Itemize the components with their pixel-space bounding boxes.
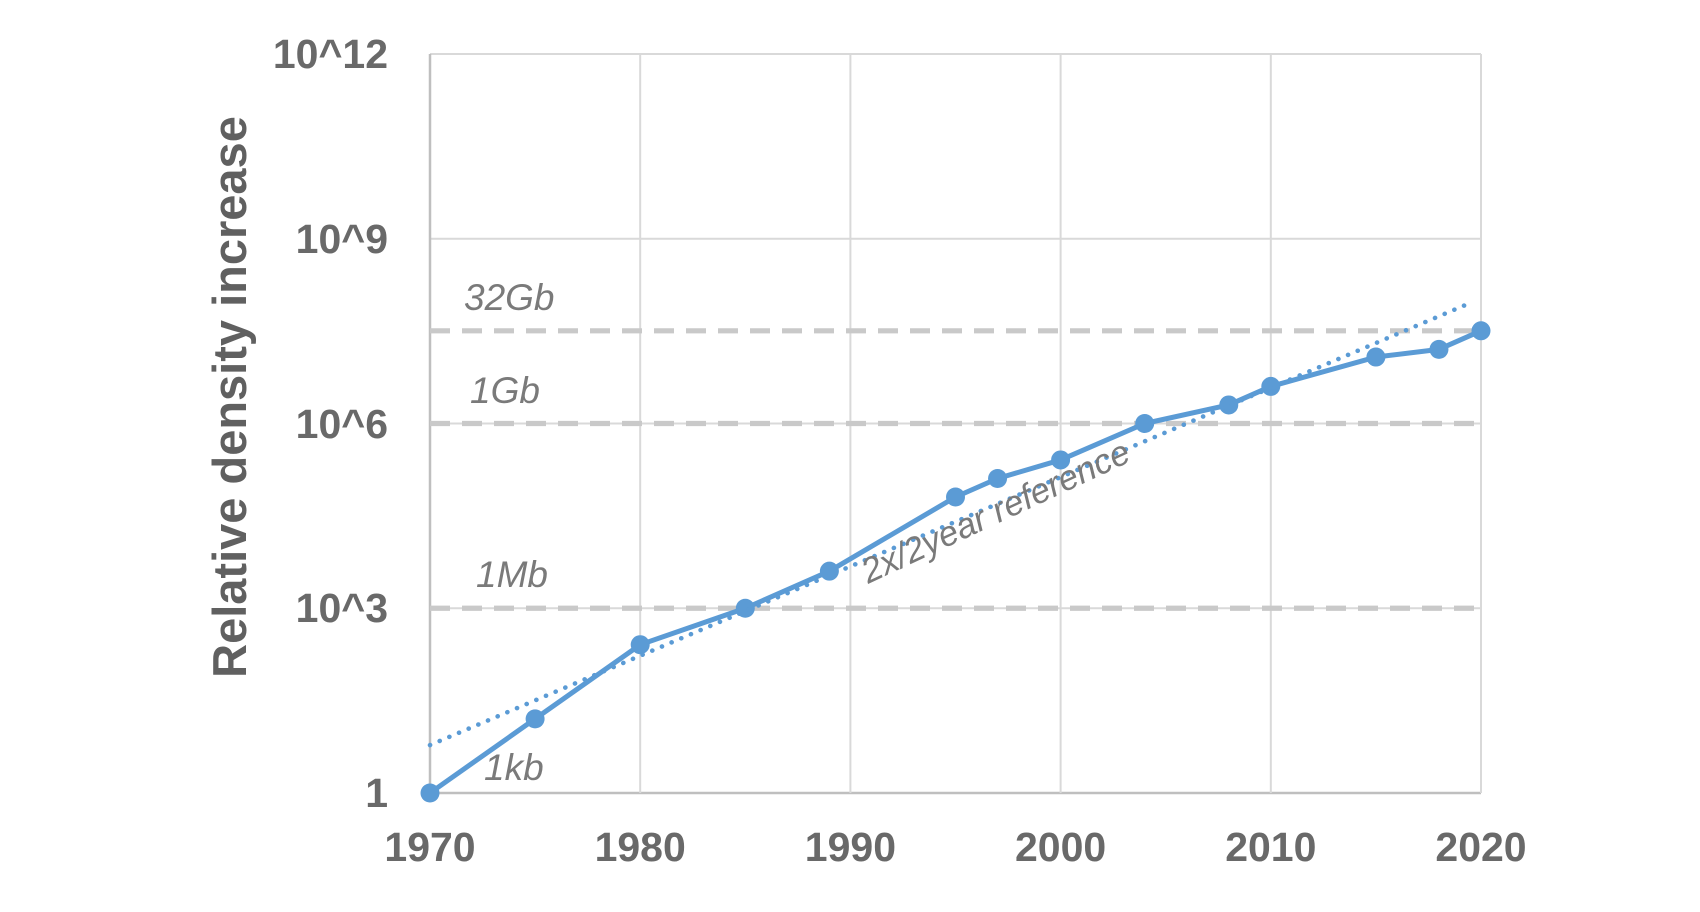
data-point-marker xyxy=(988,468,1008,488)
data-point-marker xyxy=(1051,450,1071,470)
x-tick-label-1990: 1990 xyxy=(804,824,896,870)
data-series-line xyxy=(427,328,1484,796)
x-tick-label-2000: 2000 xyxy=(1014,824,1107,870)
y-tick-label-1012: 10^12 xyxy=(272,31,388,77)
data-point-marker xyxy=(630,635,650,655)
annotation-1mb-label: 1Mb xyxy=(476,554,548,596)
data-point-marker xyxy=(1366,347,1386,367)
annotation-1kb-label: 1kb xyxy=(484,747,544,788)
y-tick-label-106: 10^6 xyxy=(295,400,388,447)
y-tick-label-109: 10^9 xyxy=(295,215,388,262)
data-point-marker xyxy=(946,487,965,507)
annotation-32gb-label: 32Gb xyxy=(464,276,555,318)
y-axis-title: Relative density increase xyxy=(203,116,256,678)
x-tick-label-1980: 1980 xyxy=(594,824,686,870)
data-point-marker xyxy=(525,709,545,729)
annotation-1gb-label: 1Gb xyxy=(470,369,540,411)
y-tick-label-1: 1 xyxy=(365,770,388,816)
data-point-marker xyxy=(1471,321,1491,341)
y-tick-label-103: 10^3 xyxy=(295,585,388,632)
reference-dotted-line xyxy=(427,300,1473,748)
data-point-marker xyxy=(1429,339,1449,359)
data-point-marker xyxy=(420,783,440,803)
data-point-marker xyxy=(1135,414,1155,433)
x-tick-label-1970: 1970 xyxy=(384,824,476,870)
x-tick-label-2020: 2020 xyxy=(1435,824,1527,870)
x-tick-label-2010: 2010 xyxy=(1225,824,1317,870)
data-point-marker xyxy=(1219,395,1239,415)
